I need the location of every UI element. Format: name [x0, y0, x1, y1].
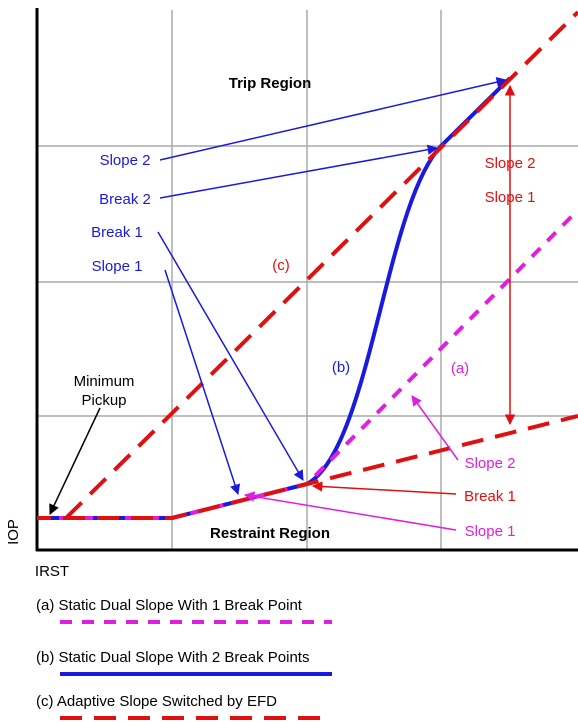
arrows: [49, 77, 516, 531]
label: (a): [451, 360, 469, 377]
label: (c): [272, 257, 290, 274]
legend-text: (c) Adaptive Slope Switched by EFD: [36, 693, 277, 710]
label: Slope 2: [485, 155, 536, 172]
trip-region: Trip Region: [229, 75, 312, 92]
restraint-region: Restraint Region: [210, 525, 330, 542]
label: Slope 1: [92, 258, 143, 275]
label: Slope 1: [485, 189, 536, 206]
axes: [35, 8, 578, 552]
legend-text: (b) Static Dual Slope With 2 Break Point…: [36, 649, 309, 666]
label: Minimum: [74, 373, 135, 390]
label: Slope 2: [100, 152, 151, 169]
grid: [37, 10, 578, 550]
label: Break 1: [91, 224, 143, 241]
label: Pickup: [81, 392, 126, 409]
label: (b): [332, 359, 350, 376]
labels: Trip Region Restraint Region IOP IRST Sl…: [5, 75, 535, 580]
y-axis-label: IOP: [5, 519, 22, 545]
label: Break 1: [464, 488, 516, 505]
x-axis-label: IRST: [35, 563, 69, 580]
legend-text: (a) Static Dual Slope With 1 Break Point: [36, 597, 303, 614]
label: Slope 1: [465, 523, 516, 540]
label: Slope 2: [465, 455, 516, 472]
curves: [37, 10, 578, 520]
legend: (a) Static Dual Slope With 1 Break Point…: [36, 597, 332, 720]
label: Break 2: [99, 191, 151, 208]
